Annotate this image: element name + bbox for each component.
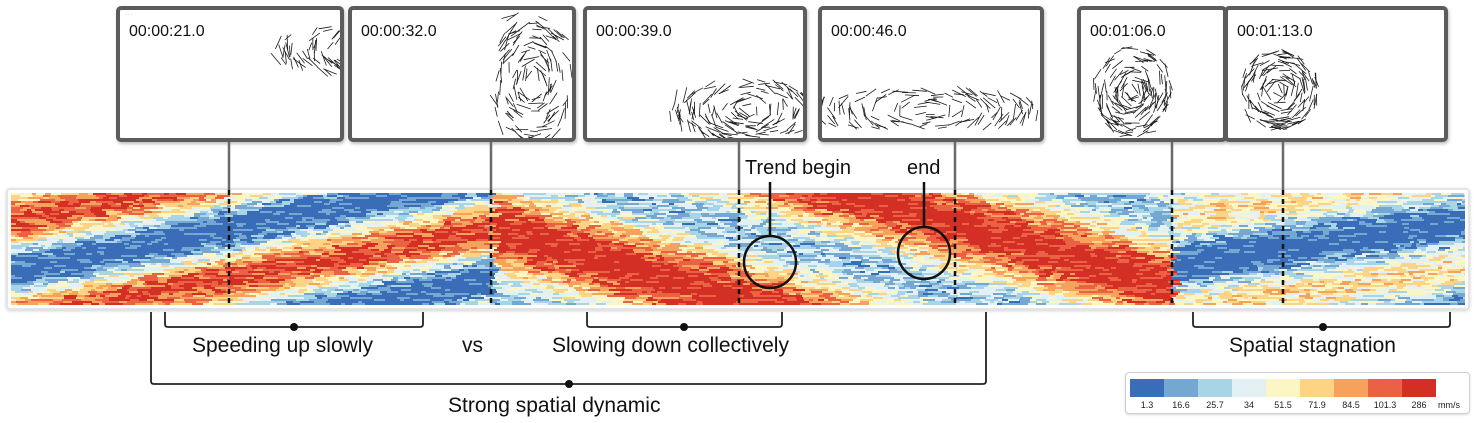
legend-tick-label: 71.9 [1308,400,1326,410]
trend-highlights [742,182,952,290]
flow-field-plot [489,12,572,138]
legend-unit: mm/s [1438,400,1460,410]
flow-field-plot [270,26,340,77]
legend-tick-label: 1.3 [1140,400,1154,410]
trend-end-label: end [907,157,941,179]
velocity-legend: mm/s 1.3 16.6 25.7 34 51.5 71.9 84.5 101.3 286 [1125,372,1470,414]
frame-2: 00:00:32.0 [348,6,576,142]
legend-tick-label: 34 [1243,400,1254,410]
legend-swatch [1232,379,1266,397]
velocity-heatmap [11,193,1465,305]
frame-4: 00:00:46.0 [818,6,1044,142]
flow-field-plot [669,78,803,138]
frame-axis-marks: · · · [125,12,133,18]
legend-swatch [1368,379,1402,397]
frame-connectors [227,142,1285,190]
strong-dynamic-label: Strong spatial dynamic [448,394,661,417]
flow-field-plot [1241,48,1319,131]
frame-timestamp: 00:01:13.0 [1237,23,1313,40]
legend-tick-label: 51.5 [1274,400,1292,410]
legend-tick-label: 84.5 [1342,400,1360,410]
frame-3: 00:00:39.0 [583,6,807,142]
legend-swatch [1334,379,1368,397]
legend-tick-label: 286 [1411,400,1427,410]
frame-timestamp: 00:00:32.0 [361,23,437,40]
legend-tick-label: 16.6 [1172,400,1190,410]
bracket-dots [290,323,1327,388]
speeding-up-label: Speeding up slowly [192,334,373,357]
slowing-down-label: Slowing down collectively [552,334,789,357]
legend-swatch [1300,379,1334,397]
spatial-stagnation-label: Spatial stagnation [1229,334,1396,357]
frame-timestamp: 00:00:21.0 [129,23,205,40]
legend-swatch [1266,379,1300,397]
frame-1: · · · 00:00:21.0 [116,6,344,142]
frame-timestamp: 00:00:46.0 [831,23,907,40]
flow-field-plot [822,85,1039,131]
vs-label: vs [462,334,483,357]
legend-tick-label: 25.7 [1206,400,1224,410]
legend-swatch [1198,379,1232,397]
frame-6: 00:01:13.0 [1224,6,1448,142]
trend-begin-circle [742,234,798,290]
legend-swatch [1402,379,1436,397]
trend-begin-label: Trend begin [745,157,851,179]
flow-field-plot [1093,46,1173,138]
frame-timestamp: 00:01:06.0 [1090,23,1166,40]
legend-swatch [1164,379,1198,397]
legend-tick-label: 101.3 [1373,400,1397,410]
time-markers [227,190,1285,306]
frame-timestamp: 00:00:39.0 [596,23,672,40]
frame-5: 00:01:06.0 [1077,6,1227,142]
legend-swatch [1130,379,1164,397]
trend-end-circle [896,225,952,281]
